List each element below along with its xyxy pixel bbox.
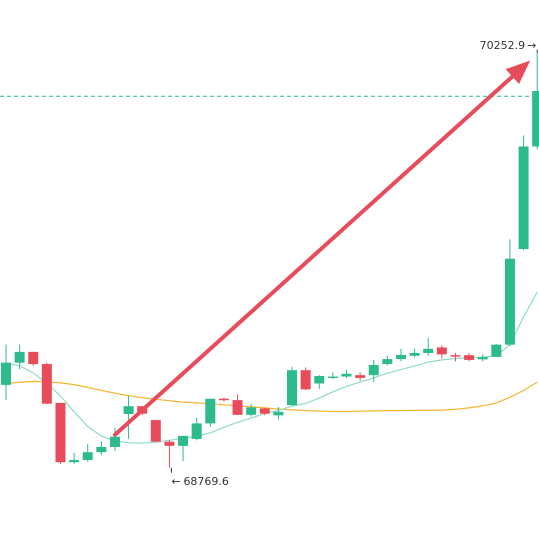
candle-6 <box>69 452 80 464</box>
candle-17 <box>218 397 229 402</box>
candle-29 <box>382 355 393 366</box>
candle-body <box>355 375 366 378</box>
candle-9 <box>109 427 120 452</box>
high-price-label: 70252.9 <box>480 39 526 52</box>
candle-body <box>532 91 539 147</box>
candle-body <box>246 407 257 415</box>
low-price-marker: ← 68769.6 <box>170 467 229 488</box>
candle-body <box>436 347 447 355</box>
candle-16 <box>205 398 216 427</box>
candle-body <box>450 355 461 357</box>
candle-19 <box>246 403 257 417</box>
candle-8 <box>96 441 107 456</box>
candle-10 <box>123 395 134 439</box>
trend-arrow <box>112 60 531 437</box>
candle-26 <box>341 369 352 378</box>
candle-body <box>28 351 39 365</box>
candle-body <box>382 359 393 365</box>
trend-arrow-shaft <box>112 74 515 437</box>
candle-body <box>409 352 420 356</box>
candle-body <box>150 420 161 442</box>
candle-body <box>96 446 107 453</box>
candle-body <box>504 258 515 345</box>
candle-body <box>191 423 202 439</box>
candle-body <box>518 146 529 250</box>
candle-body <box>205 398 216 424</box>
moving-average-layer <box>5 291 538 444</box>
candle-body <box>232 400 243 415</box>
candle-28 <box>368 359 379 383</box>
candle-24 <box>314 375 325 390</box>
candle-30 <box>395 348 406 362</box>
candle-35 <box>464 352 475 362</box>
high-price-marker: 70252.9 → <box>480 39 538 53</box>
candle-15 <box>191 417 202 441</box>
candle-13 <box>164 439 175 468</box>
high-price-arrow-icon: → <box>527 39 536 52</box>
candle-27 <box>355 372 366 381</box>
ma-slow-line <box>5 380 538 413</box>
ma-fast-line <box>5 291 538 444</box>
candle-40 <box>532 52 539 150</box>
candle-14 <box>178 435 189 462</box>
candle-body <box>273 411 284 416</box>
candle-5 <box>55 402 66 464</box>
candle-body <box>82 452 93 460</box>
candle-body <box>300 370 311 390</box>
candle-1 <box>1 344 11 401</box>
candle-body <box>259 408 270 414</box>
candle-body <box>423 348 434 353</box>
candle-31 <box>409 348 420 358</box>
candle-body <box>14 351 25 363</box>
candles-layer <box>1 52 539 468</box>
candle-32 <box>423 337 434 356</box>
candle-36 <box>477 354 488 362</box>
candle-body <box>341 373 352 377</box>
candle-body <box>1 362 11 385</box>
candle-7 <box>82 443 93 462</box>
candle-body <box>314 375 325 384</box>
candle-18 <box>232 394 243 416</box>
candle-38 <box>504 239 515 347</box>
low-price-label: 68769.6 <box>183 475 229 488</box>
candle-body <box>109 436 120 447</box>
candle-23 <box>300 367 311 391</box>
candle-body <box>491 344 502 357</box>
candle-body <box>164 441 175 446</box>
candle-body <box>218 398 229 401</box>
candle-body <box>368 364 379 376</box>
candle-body <box>123 406 134 414</box>
candle-body <box>395 354 406 360</box>
candle-22 <box>287 366 298 406</box>
trend-arrow-head <box>505 60 531 85</box>
candle-body <box>327 376 338 379</box>
candle-body <box>178 435 189 446</box>
candle-body <box>41 364 52 404</box>
candle-4 <box>41 362 52 404</box>
candle-3 <box>28 351 39 366</box>
candle-12 <box>150 420 161 442</box>
low-price-arrow-icon: ← <box>171 475 180 488</box>
candle-34 <box>450 352 461 362</box>
candle-20 <box>259 407 270 416</box>
candle-37 <box>491 344 502 358</box>
candle-39 <box>518 135 529 251</box>
candle-2 <box>14 344 25 370</box>
candle-body <box>69 459 80 463</box>
candle-21 <box>273 407 284 420</box>
candle-25 <box>327 372 338 380</box>
candle-body <box>477 357 488 360</box>
candle-33 <box>436 345 447 359</box>
candle-body <box>464 355 475 360</box>
candle-body <box>55 402 66 463</box>
candle-body <box>287 370 298 406</box>
